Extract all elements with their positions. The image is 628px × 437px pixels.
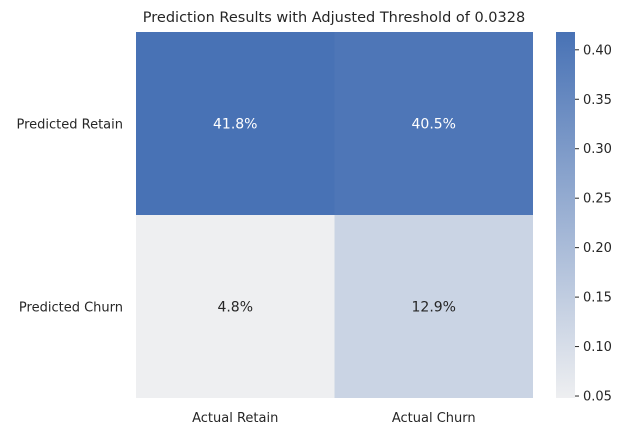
x-tick-label: Actual Retain	[192, 411, 278, 426]
cell-value-label: 12.9%	[412, 300, 456, 316]
colorbar-tick-label: 0.10	[583, 340, 612, 355]
heatmap-cell	[136, 215, 335, 398]
y-axis-labels: Predicted Retain Predicted Churn	[16, 118, 123, 316]
colorbar-gradient	[556, 32, 575, 398]
colorbar-tick-label: 0.20	[583, 241, 612, 256]
heatmap-cell	[334, 215, 533, 398]
cell-value-label: 40.5%	[412, 117, 456, 133]
chart-title: Prediction Results with Adjusted Thresho…	[143, 10, 525, 26]
heatmap-cell	[334, 32, 533, 215]
heatmap-cell	[136, 32, 335, 215]
colorbar-tick-label: 0.30	[583, 142, 612, 157]
colorbar-tick-label: 0.35	[583, 93, 612, 108]
x-tick-label: Actual Churn	[392, 411, 476, 426]
heatmap-cells: 41.8% 40.5% 4.8% 12.9%	[136, 32, 533, 398]
colorbar-tick-label: 0.40	[583, 43, 612, 58]
colorbar-tick-label: 0.05	[583, 390, 612, 405]
colorbar-tick-label: 0.25	[583, 192, 612, 207]
x-axis-labels: Actual Retain Actual Churn	[192, 411, 476, 426]
y-tick-label: Predicted Retain	[16, 118, 123, 133]
colorbar-tick-label: 0.15	[583, 291, 612, 306]
y-tick-label: Predicted Churn	[19, 301, 123, 316]
colorbar: 0.05 0.10 0.15 0.20 0.25 0.30 0.35 0.40	[556, 32, 612, 405]
cell-value-label: 4.8%	[217, 300, 253, 316]
cell-value-label: 41.8%	[213, 117, 257, 133]
